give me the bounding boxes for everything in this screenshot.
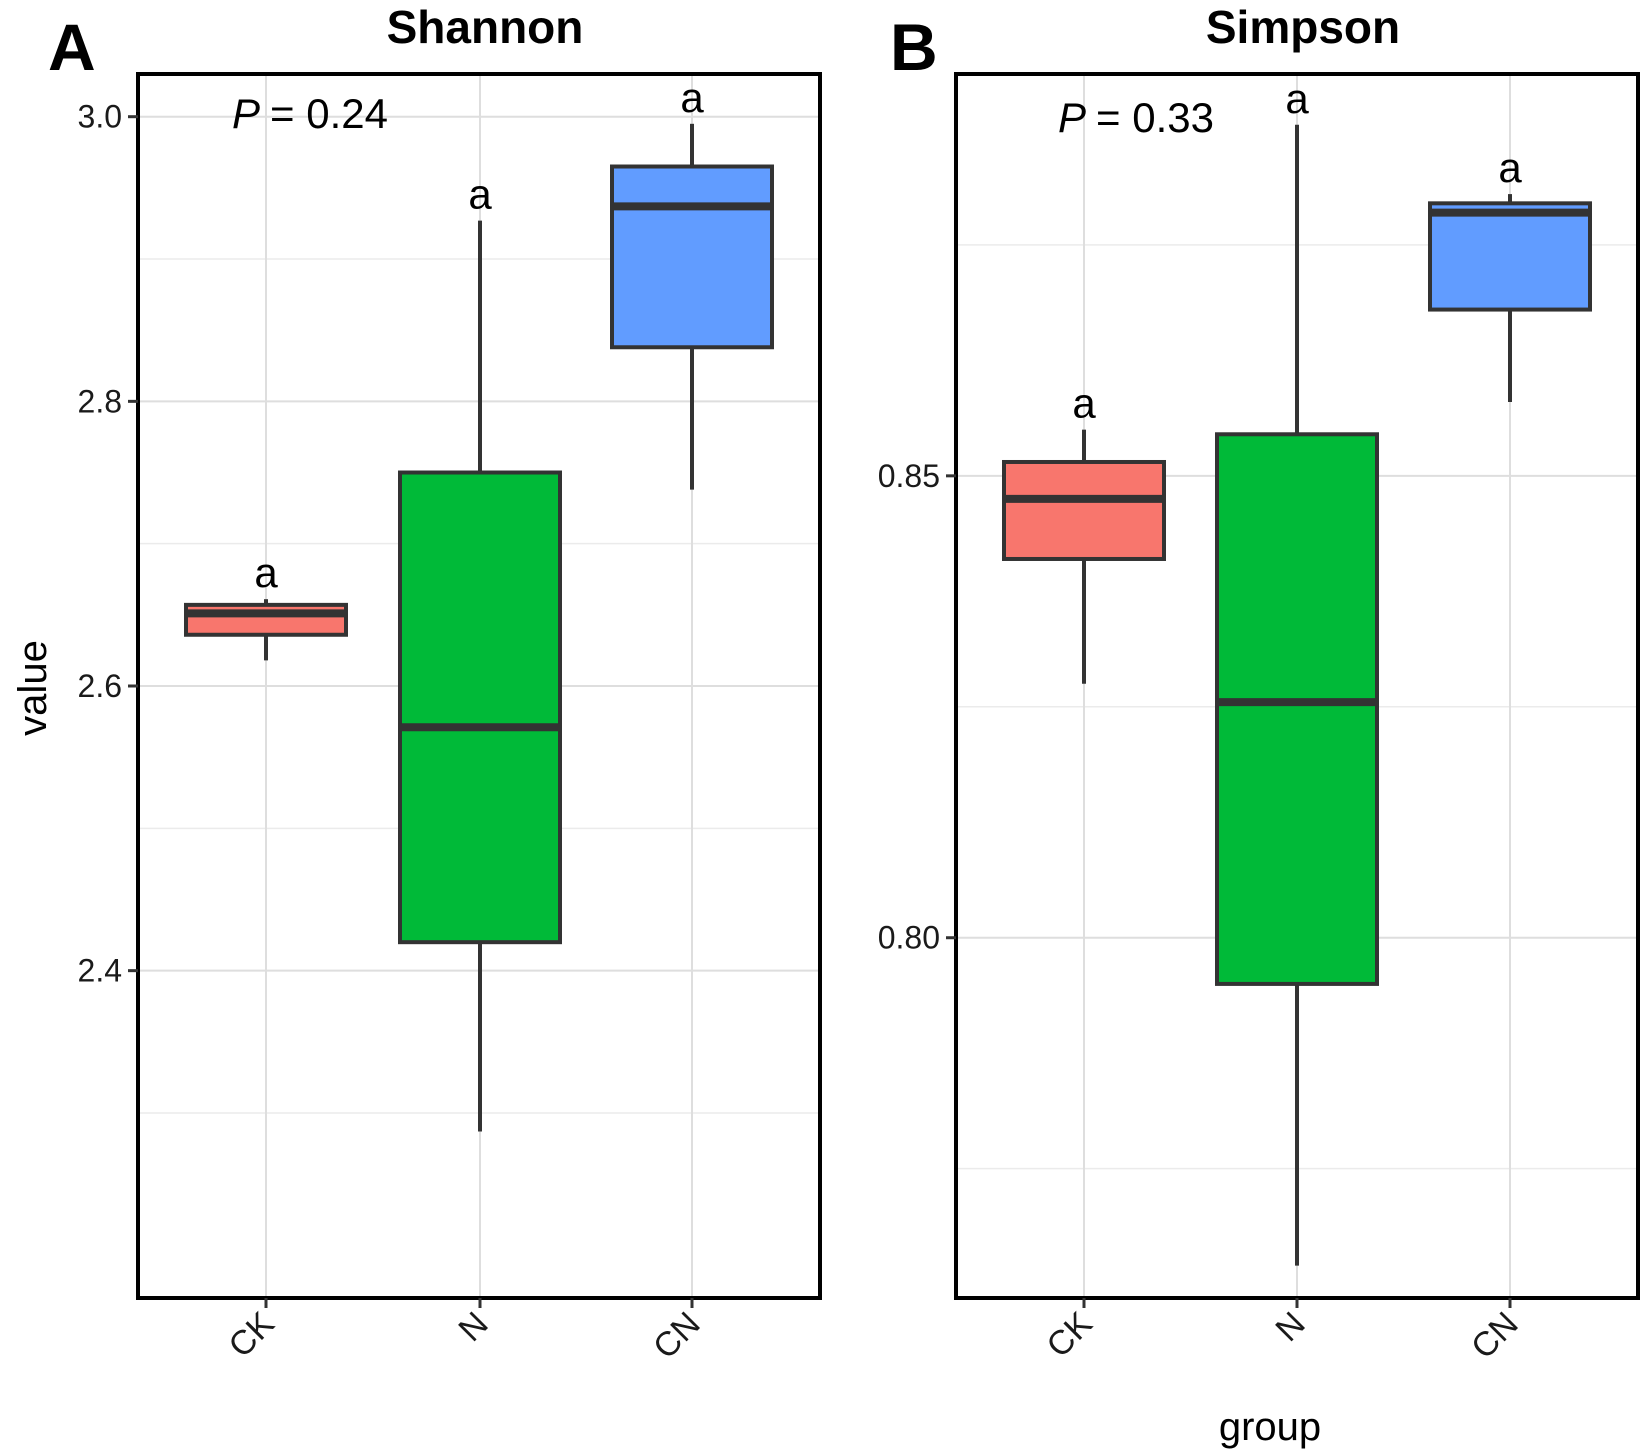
- y-tick-label: 2.4: [78, 953, 122, 989]
- panel-title-simpson: Simpson: [1206, 1, 1400, 53]
- p-value-annotation-b: P = 0.33: [1058, 94, 1214, 141]
- box-n: a: [398, 171, 562, 1132]
- box-cn: a: [1428, 144, 1592, 402]
- box-n: a: [1215, 75, 1379, 1266]
- box-iqr: [1215, 432, 1379, 986]
- y-tick-label: 0.80: [878, 920, 940, 956]
- panel-a: A Shannon a a a 2.4 2.6 2.8 3.0 CK N CN P = 0.24 v…: [11, 1, 822, 1367]
- x-tick-label-cn: CN: [1464, 1305, 1526, 1367]
- box-ck: a: [184, 549, 348, 661]
- p-value-annotation-a: P = 0.24: [232, 90, 388, 137]
- y-axis-title: value: [11, 640, 55, 736]
- y-tick-label: 0.85: [878, 458, 940, 494]
- panel-letter-a: A: [48, 10, 96, 84]
- panel-letter-b: B: [890, 10, 938, 84]
- p-label-b: P: [1058, 94, 1086, 141]
- p-value-b: = 0.33: [1096, 94, 1214, 141]
- x-tick-label-ck: CK: [1039, 1305, 1099, 1365]
- box-iqr: [610, 164, 774, 350]
- box-iqr: [1428, 201, 1592, 312]
- plot-area-b: a a a 0.80 0.85 CK N CN: [878, 72, 1640, 1367]
- box-iqr: [398, 470, 562, 945]
- x-axis-title: group: [1219, 1405, 1321, 1449]
- plot-area-a: a a a 2.4 2.6 2.8 3.0 CK N CN: [78, 72, 822, 1367]
- y-tick-label: 2.6: [78, 668, 122, 704]
- x-tick-label-n: N: [451, 1305, 495, 1349]
- box-ck: a: [1002, 380, 1166, 684]
- x-tick-label-n: N: [1268, 1305, 1312, 1349]
- x-tick-label-cn: CN: [646, 1305, 708, 1367]
- box-cn: a: [610, 74, 774, 490]
- significance-letter: a: [468, 171, 492, 218]
- x-tick-label-ck: CK: [221, 1305, 281, 1365]
- significance-letter: a: [1072, 380, 1096, 427]
- box-iqr: [1002, 459, 1166, 561]
- significance-letter: a: [1285, 75, 1309, 122]
- y-tick-label: 3.0: [78, 99, 122, 135]
- significance-letter: a: [254, 549, 278, 596]
- p-value-a: = 0.24: [270, 90, 388, 137]
- significance-letter: a: [680, 74, 704, 121]
- panel-title-shannon: Shannon: [387, 1, 584, 53]
- panel-b: B Simpson a a a 0.80 0.85 CK N CN P = 0.33 group: [878, 1, 1640, 1449]
- significance-letter: a: [1498, 144, 1522, 191]
- box-iqr: [184, 602, 348, 637]
- y-tick-label: 2.8: [78, 383, 122, 419]
- p-label-a: P: [232, 90, 260, 137]
